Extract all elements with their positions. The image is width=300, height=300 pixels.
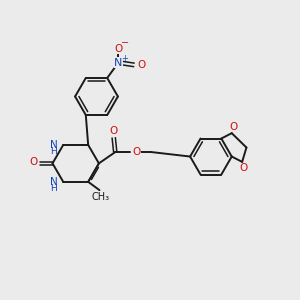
Text: CH₃: CH₃ — [92, 192, 110, 202]
Text: O: O — [239, 164, 248, 173]
Text: +: + — [122, 54, 128, 63]
Text: O: O — [110, 126, 118, 136]
Text: O: O — [229, 122, 237, 132]
Text: O: O — [29, 157, 38, 167]
Text: N: N — [50, 140, 58, 150]
Text: −: − — [121, 38, 129, 48]
Text: H: H — [50, 147, 57, 156]
Text: H: H — [50, 184, 57, 193]
Text: O: O — [137, 60, 146, 70]
Text: O: O — [133, 147, 141, 157]
Text: O: O — [114, 44, 123, 53]
Text: N: N — [50, 177, 58, 187]
Text: N: N — [114, 58, 123, 68]
